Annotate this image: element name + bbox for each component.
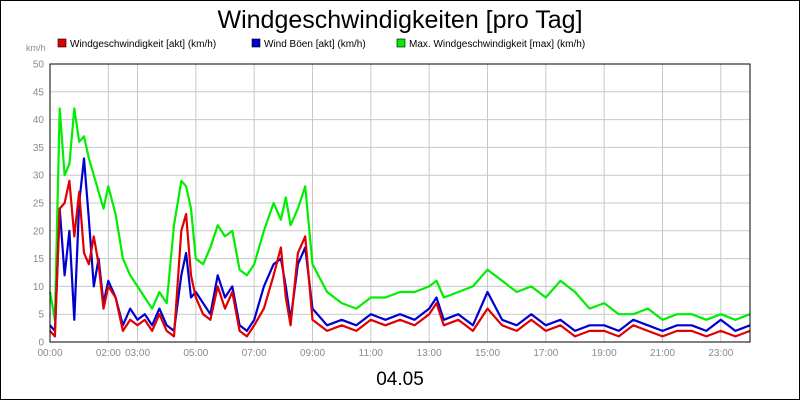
plot-border [49, 63, 751, 343]
y-axis: 0 5 10 15 20 25 30 35 40 45 50 [33, 60, 45, 349]
legend: Windgeschwindigkeit [akt] (km/h) Wind Böe… [57, 38, 585, 50]
date-label: 04.05 [376, 369, 424, 390]
x-axis: 00:00 02:00 03:00 05:00 07:00 09:00 11:00 13:00… [37, 348, 733, 359]
legend-item: Windgeschwindigkeit [akt] (km/h) [57, 38, 216, 50]
x-tick-label: 05:00 [183, 348, 208, 359]
y-tick-label: 30 [33, 171, 45, 182]
y-axis-unit-label: km/h [26, 43, 46, 53]
legend-item: Wind Böen [akt] (km/h) [251, 38, 366, 50]
x-tick-label: 02:00 [96, 348, 121, 359]
legend-swatch [251, 38, 261, 48]
grid [50, 64, 750, 342]
legend-label: Max. Windgeschwindigkeit [max] (km/h) [409, 39, 585, 50]
x-tick-label: 13:00 [417, 348, 442, 359]
y-tick-label: 50 [33, 60, 45, 71]
legend-swatch [396, 38, 406, 48]
y-tick-label: 5 [38, 310, 44, 321]
y-tick-label: 20 [33, 226, 45, 237]
y-tick-label: 0 [38, 338, 44, 349]
legend-label: Windgeschwindigkeit [akt] (km/h) [70, 39, 216, 50]
x-tick-label: 07:00 [242, 348, 267, 359]
x-tick-label: 11:00 [359, 348, 384, 359]
series-line-0 [49, 179, 751, 338]
legend-item: Max. Windgeschwindigkeit [max] (km/h) [396, 38, 585, 50]
legend-label: Wind Böen [akt] (km/h) [264, 39, 366, 50]
x-tick-label: 23:00 [708, 348, 733, 359]
x-tick-label: 19:00 [592, 348, 617, 359]
chart-title: Windgeschwindigkeiten [pro Tag] [217, 6, 582, 34]
y-tick-label: 35 [33, 143, 45, 154]
y-tick-label: 15 [33, 254, 45, 265]
x-tick-label: 09:00 [300, 348, 325, 359]
x-tick-label: 15:00 [475, 348, 500, 359]
x-tick-label: 00:00 [37, 348, 62, 359]
series-layer [48, 107, 751, 338]
legend-swatch [57, 38, 67, 48]
x-tick-label: 03:00 [125, 348, 150, 359]
series-line-2 [48, 107, 751, 321]
y-tick-label: 45 [33, 87, 45, 98]
y-tick-label: 40 [33, 115, 45, 126]
y-tick-label: 25 [33, 199, 45, 210]
plot-area [48, 63, 751, 343]
x-tick-label: 17:00 [533, 348, 558, 359]
x-tick-label: 21:00 [650, 348, 675, 359]
y-tick-label: 10 [33, 282, 45, 293]
